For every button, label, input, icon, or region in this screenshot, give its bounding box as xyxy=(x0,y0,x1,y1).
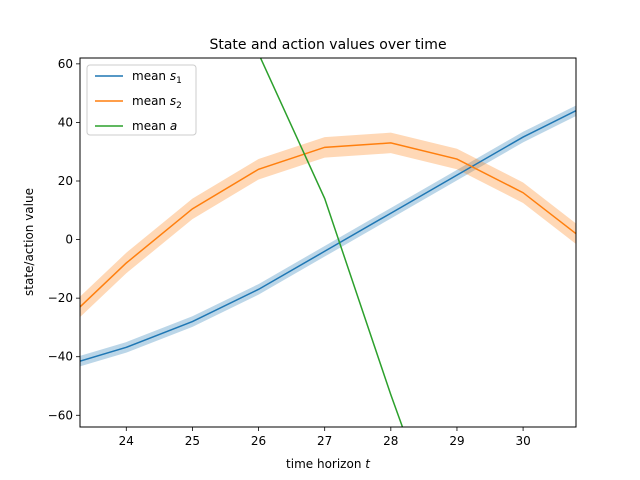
y-tick-label: 0 xyxy=(65,233,73,247)
y-tick-label: 20 xyxy=(58,174,73,188)
legend-box xyxy=(86,64,197,136)
x-tick-label: 28 xyxy=(383,434,398,448)
x-tick-label: 30 xyxy=(515,434,530,448)
series-3-band xyxy=(260,58,403,427)
x-tick-label: 27 xyxy=(317,434,332,448)
legend: mean s1 mean s2 mean a xyxy=(86,64,197,136)
series-1-band xyxy=(80,105,576,367)
x-tick-label: 25 xyxy=(185,434,200,448)
confidence-bands xyxy=(80,58,576,427)
legend-label: mean s2 xyxy=(132,94,182,111)
x-tick-label: 26 xyxy=(251,434,266,448)
series-lines xyxy=(80,58,576,427)
y-tick-label: 40 xyxy=(58,115,73,129)
series-2-line xyxy=(80,142,576,308)
chart-title: State and action values over time xyxy=(209,37,446,53)
x-tick-label: 24 xyxy=(119,434,134,448)
x-tick-label: 29 xyxy=(449,434,464,448)
y-tick-label: −40 xyxy=(48,350,73,364)
x-axis-label: time horizon t xyxy=(286,457,371,471)
series-1-line xyxy=(80,110,576,362)
series-3-line xyxy=(259,58,404,427)
y-tick-label: 60 xyxy=(58,57,73,71)
plot-frame xyxy=(79,57,577,428)
series-2-band xyxy=(80,132,576,318)
y-tick-label: −20 xyxy=(48,291,73,305)
y-tick-label: −60 xyxy=(48,408,73,422)
y-axis-label: state/action value xyxy=(22,188,36,296)
legend-label: mean s1 xyxy=(132,69,182,86)
legend-label: mean a xyxy=(132,119,177,133)
y-axis: −60 −40 −20 0 20 40 60 xyxy=(48,57,80,422)
x-axis: 24 25 26 27 28 29 30 xyxy=(119,427,531,448)
